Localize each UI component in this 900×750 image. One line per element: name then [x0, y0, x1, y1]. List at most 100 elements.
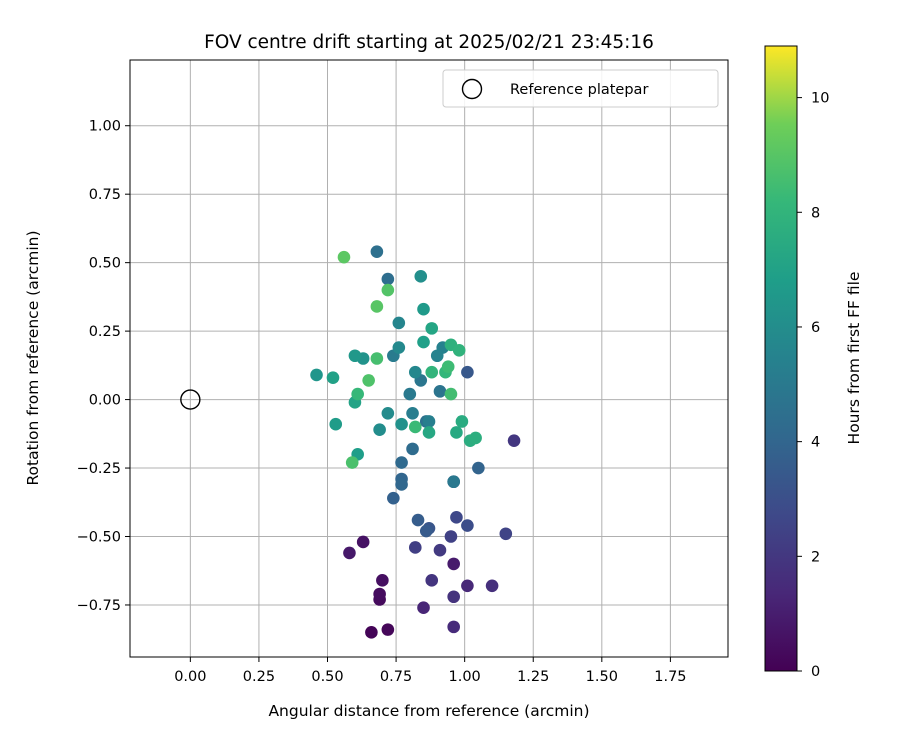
scatter-point	[343, 546, 356, 560]
x-tick-label: 1.25	[517, 669, 549, 685]
scatter-point	[447, 475, 460, 489]
scatter-point	[452, 343, 466, 357]
scatter-point	[417, 302, 430, 316]
scatter-point	[395, 417, 408, 431]
scatter-point	[411, 513, 425, 527]
reference-platepar-marker	[180, 389, 201, 410]
scatter-point	[425, 322, 439, 335]
scatter-point	[417, 335, 430, 349]
scatter-point	[507, 434, 521, 447]
scatter-point	[373, 587, 386, 601]
scatter-point	[425, 574, 439, 587]
colorbar-tick-label: 4	[811, 435, 820, 451]
scatter-point	[461, 579, 474, 593]
scatter-point	[419, 524, 433, 538]
colorbar-tick-label: 2	[811, 549, 820, 565]
scatter-point	[373, 423, 386, 437]
y-axis-ticks: −0.75 −0.50 −0.25 0.00 0.25 0.50 0.75 1.00	[77, 119, 130, 614]
scatter-point	[381, 623, 395, 636]
scatter-point	[395, 478, 408, 491]
scatter-point	[351, 387, 364, 401]
legend-box	[442, 69, 719, 108]
scatter-point	[444, 530, 458, 543]
scatter-point	[441, 360, 455, 374]
chart-title: FOV centre drift starting at 2025/02/21 …	[204, 32, 654, 53]
y-tick-label: 1.00	[89, 119, 121, 135]
scatter-point	[433, 385, 447, 398]
colorbar-gradient	[764, 45, 798, 672]
x-tick-label: 0.25	[243, 669, 275, 685]
scatter-point	[337, 250, 351, 264]
colorbar-ticks: 0 2 4 6 8 10	[797, 91, 829, 680]
scatter-point	[403, 387, 417, 401]
x-tick-label: 0.50	[311, 669, 343, 685]
scatter-point	[387, 491, 400, 505]
scatter-point	[425, 365, 439, 379]
scatter-point	[417, 601, 430, 615]
scatter-point	[362, 374, 375, 387]
scatter-point	[461, 365, 474, 379]
scatter-point	[370, 352, 384, 365]
scatter-point	[414, 270, 428, 283]
scatter-point	[447, 590, 460, 604]
scatter-point	[450, 426, 463, 439]
scatter-point	[406, 442, 419, 456]
scatter-point	[485, 579, 499, 593]
x-tick-label: 1.50	[586, 669, 618, 685]
x-tick-label: 0.75	[380, 669, 412, 685]
x-tick-label: 0.00	[174, 669, 206, 685]
scatter-point	[310, 368, 323, 382]
scatter-point	[433, 543, 447, 557]
legend-label: Reference platepar	[510, 82, 648, 98]
scatter-point	[381, 283, 395, 297]
scatter-point	[376, 574, 389, 587]
scatter-point	[381, 272, 395, 286]
scatter-point	[395, 456, 408, 469]
scatter-points	[310, 245, 521, 639]
scatter-point	[408, 365, 422, 379]
scatter-point	[461, 519, 474, 532]
scatter-point	[430, 349, 444, 363]
scatter-point	[450, 511, 463, 524]
scatter-point	[370, 300, 384, 313]
colorbar-tick-label: 0	[811, 664, 820, 680]
scatter-point	[356, 535, 370, 549]
y-tick-label: 0.75	[89, 187, 121, 203]
scatter-point	[499, 527, 513, 541]
scatter-point	[422, 426, 436, 439]
scatter-point	[381, 406, 395, 420]
x-tick-label: 1.00	[449, 669, 481, 685]
scatter-point	[447, 557, 460, 571]
legend: Reference platepar	[442, 69, 719, 108]
scatter-point	[469, 431, 482, 445]
colorbar-label: Hours from first FF file	[845, 272, 863, 445]
y-tick-label: −0.25	[77, 461, 121, 477]
scatter-point	[370, 245, 384, 258]
scatter-point	[365, 626, 378, 639]
y-tick-label: 0.25	[89, 324, 121, 340]
colorbar: 0 2 4 6 8 10 Hours from first FF file	[764, 45, 863, 680]
colorbar-tick-label: 8	[811, 205, 820, 221]
scatter-point	[392, 341, 406, 354]
y-tick-label: 0.50	[89, 256, 121, 272]
scatter-point	[345, 456, 359, 469]
y-tick-label: −0.75	[77, 598, 121, 614]
scatter-point	[408, 541, 422, 554]
x-axis-label: Angular distance from reference (arcmin)	[268, 702, 589, 720]
scatter-point	[444, 387, 458, 401]
y-axis-label: Rotation from reference (arcmin)	[24, 230, 42, 485]
colorbar-tick-label: 6	[811, 320, 820, 336]
scatter-point	[406, 406, 419, 420]
scatter-point	[422, 415, 436, 428]
scatter-point	[348, 349, 362, 363]
scatter-point	[455, 415, 469, 428]
y-tick-label: 0.00	[89, 393, 121, 409]
x-tick-label: 1.75	[654, 669, 686, 685]
scatter-point	[447, 620, 460, 634]
scatter-point	[326, 371, 340, 384]
plot-frame	[129, 59, 729, 658]
colorbar-tick-label: 10	[811, 91, 829, 107]
y-tick-label: −0.50	[77, 530, 121, 546]
grid-lines	[130, 60, 728, 657]
